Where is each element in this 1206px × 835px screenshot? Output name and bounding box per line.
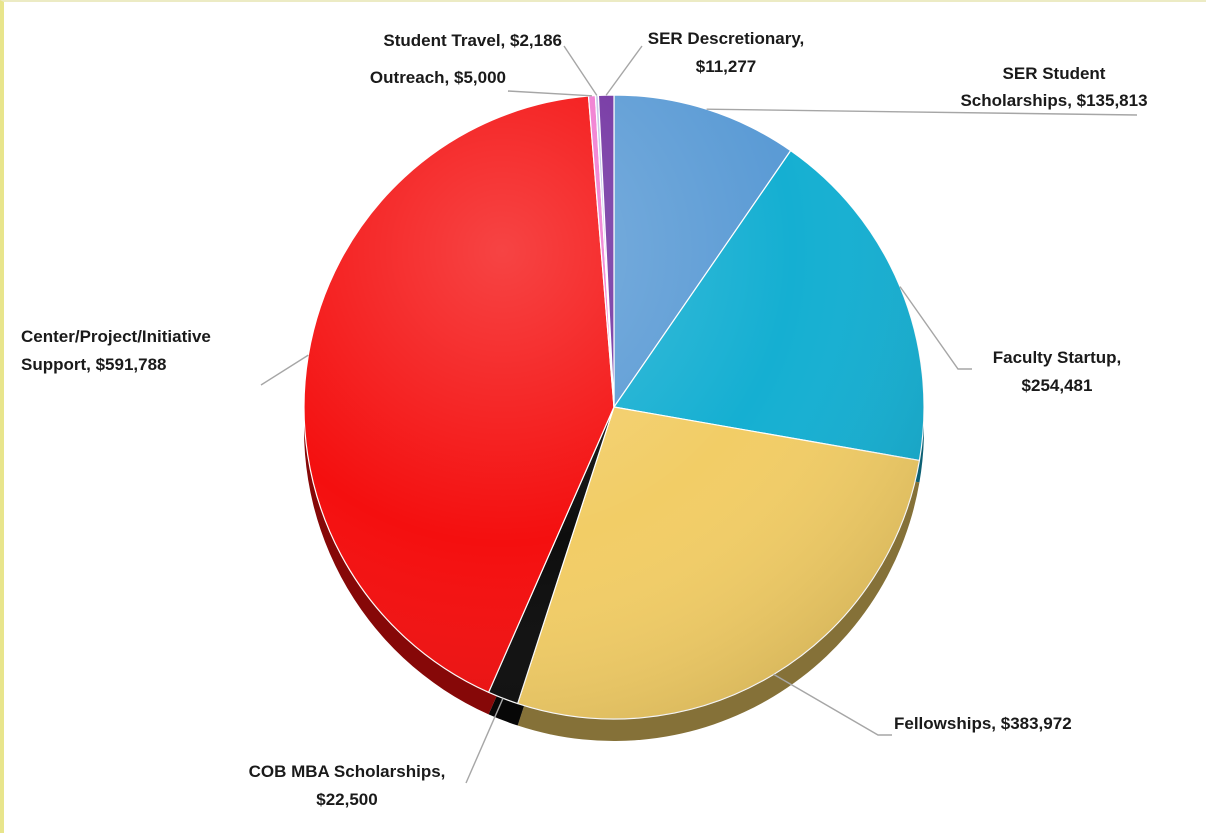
data-label-student-travel: Student Travel, $2,186: [383, 31, 562, 50]
leader-line-cob-mba-scholarships: [465, 698, 504, 784]
leader-lines: [260, 45, 1138, 784]
leader-line-ser-student-scholarships: [706, 108, 1138, 116]
data-label-ser-descretionary: SER Descretionary, $11,277: [648, 29, 805, 76]
data-labels: SER Student Scholarships, $135,813 Faculty…: [21, 29, 1148, 809]
leader-line-faculty-startup: [899, 286, 972, 370]
data-label-faculty-startup: Faculty Startup, $254,481: [993, 348, 1121, 395]
data-label-ser-student-scholarships: SER Student Scholarships, $135,813: [960, 64, 1147, 110]
leader-line-fellowships: [773, 673, 892, 736]
leader-line-ser-descretionary: [605, 45, 643, 96]
leader-line-outreach: [507, 90, 592, 97]
data-label-fellowships: Fellowships, $383,972: [894, 714, 1072, 733]
data-label-outreach: Outreach, $5,000: [370, 68, 506, 87]
pie-chart: SER Student Scholarships, $135,813 Faculty…: [21, 29, 1148, 809]
data-label-center-project-initiative-support: Center/Project/Initiative Support, $591,7…: [21, 327, 211, 374]
leader-line-student-travel: [563, 45, 598, 96]
data-label-cob-mba-scholarships: COB MBA Scholarships, $22,500: [249, 762, 446, 809]
leader-line-center-project-initiative-support: [260, 354, 309, 386]
pie-slices: [303, 94, 925, 720]
